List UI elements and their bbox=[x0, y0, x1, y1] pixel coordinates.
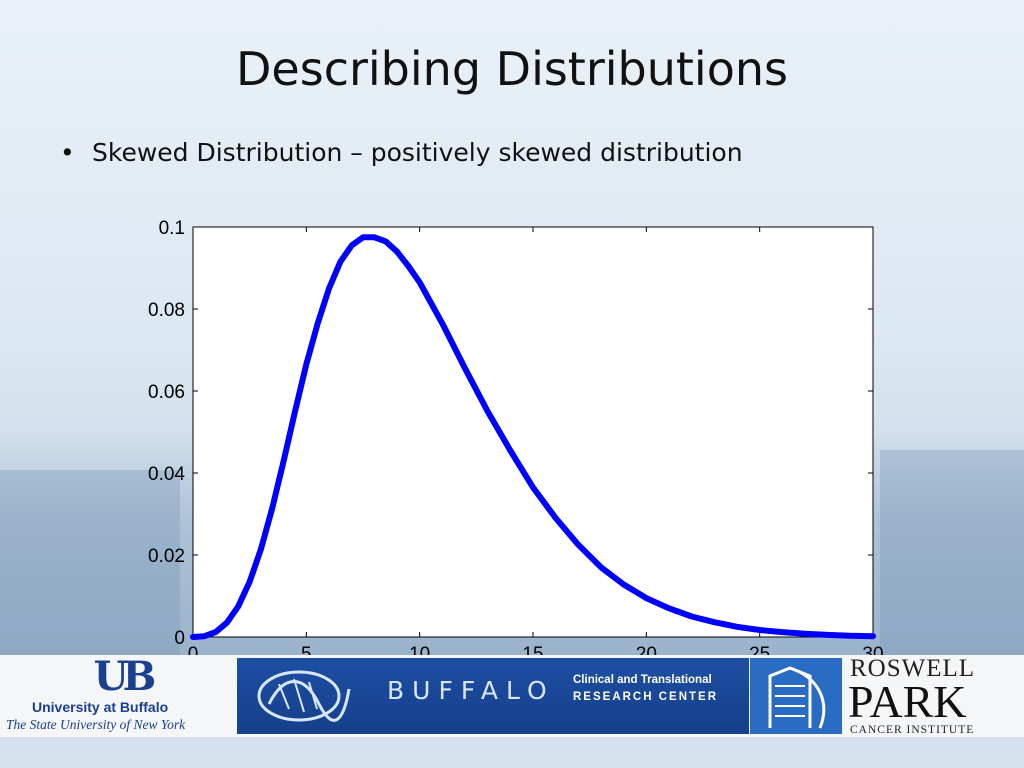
data-point bbox=[667, 606, 671, 610]
data-point bbox=[214, 630, 218, 634]
y-tick-label: 0.06 bbox=[148, 382, 185, 403]
data-point bbox=[236, 604, 240, 608]
data-point bbox=[418, 280, 422, 284]
data-point bbox=[486, 410, 490, 413]
bullet-item: • Skewed Distribution – positively skewed… bbox=[60, 138, 743, 167]
data-point bbox=[270, 506, 274, 510]
data-point bbox=[406, 264, 410, 268]
data-point bbox=[338, 260, 342, 264]
y-tick-label: 0.04 bbox=[148, 464, 185, 485]
chart: 05101520253000.020.040.060.080.1 bbox=[100, 210, 900, 680]
data-point bbox=[202, 634, 206, 638]
x-tick-label: 5 bbox=[301, 644, 312, 665]
data-point bbox=[871, 634, 875, 638]
ub-logo: UB University at Buffalo The State Unive… bbox=[4, 655, 239, 737]
ctrc-line2: RESEARCH CENTER bbox=[573, 691, 719, 703]
data-point bbox=[735, 625, 739, 629]
ctrc-city: BUFFALO bbox=[387, 676, 555, 705]
data-point bbox=[304, 362, 308, 366]
roswell-park-logo: ROSWELL PARK CANCER INSTITUTE bbox=[846, 655, 1024, 737]
data-point bbox=[282, 459, 286, 463]
x-tick-label: 0 bbox=[188, 644, 199, 665]
roswell-park-building-icon bbox=[750, 658, 842, 734]
data-point bbox=[531, 485, 535, 489]
y-tick-label: 0.02 bbox=[148, 546, 185, 567]
data-point bbox=[316, 321, 320, 325]
data-point bbox=[327, 287, 331, 290]
data-point bbox=[599, 565, 603, 569]
data-point bbox=[191, 635, 195, 639]
data-point bbox=[361, 235, 365, 239]
data-point bbox=[758, 628, 762, 632]
dna-emblem-icon bbox=[257, 670, 351, 722]
data-point bbox=[259, 547, 263, 551]
rp-line3: CANCER INSTITUTE bbox=[850, 724, 975, 736]
data-point bbox=[225, 621, 229, 625]
data-point bbox=[248, 580, 252, 584]
data-point bbox=[372, 235, 376, 239]
plot-area bbox=[192, 226, 874, 638]
data-point bbox=[395, 250, 399, 254]
data-point bbox=[350, 243, 354, 247]
data-point bbox=[384, 239, 388, 243]
data-point bbox=[508, 448, 512, 452]
data-point bbox=[826, 633, 830, 637]
data-point bbox=[576, 543, 580, 547]
data-point bbox=[690, 615, 694, 618]
y-tick-label: 0.08 bbox=[148, 300, 185, 321]
ctrc-line1: Clinical and Translational bbox=[573, 674, 712, 686]
bullet-dot: • bbox=[60, 138, 75, 167]
data-point bbox=[293, 410, 297, 413]
background-building bbox=[880, 450, 1024, 660]
data-point bbox=[644, 596, 648, 600]
rp-line2: PARK bbox=[848, 676, 967, 727]
ctrc-banner: BUFFALO Clinical and Translational RESEA… bbox=[237, 658, 749, 734]
y-tick-label: 0 bbox=[174, 628, 185, 649]
data-point bbox=[622, 583, 626, 587]
chart-svg: 05101520253000.020.040.060.080.1 bbox=[148, 218, 884, 665]
data-point bbox=[554, 516, 558, 520]
data-point bbox=[780, 630, 784, 634]
ub-name: University at Buffalo bbox=[32, 699, 169, 715]
data-point bbox=[803, 632, 807, 636]
data-point bbox=[848, 634, 852, 638]
data-point bbox=[712, 620, 716, 624]
slide-title: Describing Distributions bbox=[236, 42, 788, 96]
y-tick-label: 0.1 bbox=[159, 218, 185, 239]
ub-mark-logo: UB bbox=[93, 653, 157, 700]
data-point bbox=[463, 366, 467, 370]
data-point bbox=[440, 321, 444, 325]
background-building bbox=[0, 470, 180, 660]
ub-subtitle: The State University of New York bbox=[6, 717, 186, 732]
footer-logo-bar: UB University at Buffalo The State Unive… bbox=[0, 655, 1024, 737]
bullet-text: Skewed Distribution – positively skewed … bbox=[92, 138, 743, 167]
rp-line1: ROSWELL bbox=[850, 655, 976, 682]
